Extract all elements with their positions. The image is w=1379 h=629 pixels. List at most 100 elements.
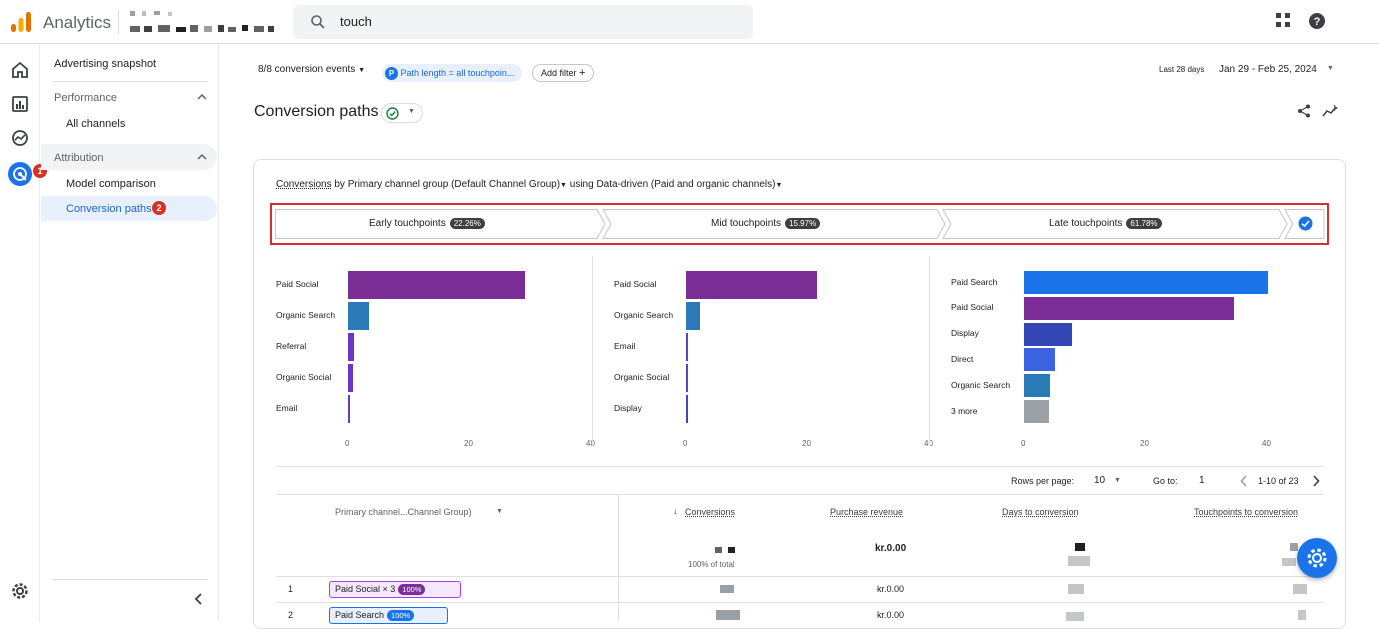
caret-down-icon[interactable]: ▼ [775,182,783,189]
help-icon[interactable]: ? [1308,12,1326,30]
date-range-picker[interactable]: Jan 29 - Feb 25, 2024 [1219,64,1317,75]
date-caret-icon[interactable]: ▼ [1327,65,1334,72]
bar-label: Paid Social [276,279,319,289]
table-top-rule [276,466,1324,467]
bar[interactable] [686,302,701,330]
bar-label: Email [614,341,636,351]
share-icon[interactable] [1297,104,1311,118]
nav-section-attribution[interactable]: Attribution [54,152,104,164]
left-rail: 1 [0,44,47,621]
bar[interactable] [1024,296,1235,320]
redacted-value [715,547,722,553]
path-chip: Paid Search 100% [329,607,448,624]
caret-down-icon[interactable]: ▼ [496,508,503,515]
tab-early-touchpoints[interactable]: Early touchpoints 22.26% [369,218,485,247]
chevron-up-icon[interactable] [197,153,207,161]
account-selector[interactable] [128,8,278,36]
collapse-chevron-icon[interactable] [194,593,204,605]
add-filter-label: Add filter [541,68,577,78]
reports-icon[interactable] [10,94,30,114]
nav-model-comparison[interactable]: Model comparison [66,178,156,190]
bar[interactable] [1024,348,1055,372]
conversion-events-label: 8/8 conversion events [258,64,356,75]
goto-input[interactable]: 1 [1199,475,1205,486]
table-header-rule [276,494,1324,495]
bar[interactable] [686,364,688,392]
conversion-events-dropdown[interactable]: 8/8 conversion events ▼ [258,64,365,75]
tab-mid-touchpoints[interactable]: Mid touchpoints 15.97% [711,218,821,247]
bar[interactable] [348,333,355,361]
redacted-value [1298,610,1306,620]
axis-tick: 0 [683,439,688,448]
dimension-selector[interactable]: by Primary channel group (Default Channe… [334,179,561,190]
path-label: Paid Search [335,610,385,620]
title-status-button[interactable]: ▼ [381,103,423,123]
bar[interactable] [348,364,353,392]
add-filter-button[interactable]: Add filter + [532,64,595,82]
dimension-column-header[interactable]: Primary channel...Channel Group) [335,507,472,517]
col-touchpoints-to-conversion[interactable]: Touchpoints to conversion [1194,507,1299,517]
caret-down-icon[interactable]: ▼ [1114,477,1121,484]
model-selector[interactable]: using Data-driven (Paid and organic chan… [569,179,776,190]
apps-grid-icon[interactable] [1275,12,1291,28]
explore-icon[interactable] [10,128,30,148]
chevron-up-icon[interactable] [197,93,207,101]
col-conversions[interactable]: Conversions [685,507,736,517]
bar[interactable] [1024,322,1072,346]
axis-tick: 0 [1021,439,1026,448]
touchpoints-highlight-box [270,203,1329,245]
prev-page-icon[interactable] [1240,475,1248,487]
bar-label: Organic Social [276,372,332,382]
bar[interactable] [686,395,688,423]
redacted-value [1290,543,1298,551]
row-rule [276,576,1324,577]
table-divider [618,495,619,621]
row-number: 2 [288,610,294,620]
svg-text:?: ? [1314,16,1321,28]
analytics-logo-icon[interactable] [10,11,32,33]
nav-all-channels[interactable]: All channels [66,118,126,130]
rows-per-page-select[interactable]: 10 [1094,475,1106,486]
bar-label: Organic Social [614,372,670,382]
page-title: Conversion paths [254,103,379,120]
bar[interactable] [1024,374,1051,398]
bar-label: Paid Social [951,302,994,313]
bar-label: Paid Social [614,279,657,289]
insights-icon[interactable] [1322,104,1338,118]
advertising-icon[interactable] [7,161,33,187]
search-input[interactable]: touch [340,14,372,29]
rows-per-page-label: Rows per page: [1011,476,1075,486]
bar-label: Email [276,403,298,413]
nav-conversion-paths[interactable]: Conversion paths [66,203,152,215]
selected-check-icon[interactable] [1298,216,1313,231]
bar[interactable] [348,302,370,330]
metric-selector[interactable]: Conversions [276,179,332,190]
path-chip: Paid Social × 3 100% [329,581,461,598]
assistant-fab[interactable] [1297,538,1337,578]
bar[interactable] [1024,271,1268,294]
bar[interactable] [1024,400,1049,423]
nav-section-performance[interactable]: Performance [54,92,117,104]
nav-advertising-snapshot[interactable]: Advertising snapshot [54,58,157,70]
redacted-value [1293,584,1307,594]
bar[interactable] [686,271,818,299]
col-purchase-revenue[interactable]: Purchase revenue [830,507,904,517]
col-days-to-conversion[interactable]: Days to conversion [1002,507,1079,517]
row-number: 1 [288,584,294,594]
bar[interactable] [686,333,688,361]
path-pct: 100% [398,584,426,595]
home-icon[interactable] [10,60,30,80]
bar-label: Organic Search [276,310,336,320]
path-length-chip[interactable]: P Path length = all touchpoin... [382,64,523,82]
next-page-icon[interactable] [1312,475,1320,487]
bar-label: Display [614,403,642,413]
path-label: Paid Social × 3 [335,584,396,594]
tab-late-touchpoints[interactable]: Late touchpoints 61.78% [1049,218,1162,247]
goto-label: Go to: [1153,476,1178,486]
settings-icon[interactable] [10,581,30,601]
bar[interactable] [348,395,350,423]
sort-down-icon[interactable]: ↓ [673,506,678,516]
caret-down-icon[interactable]: ▼ [560,182,567,189]
bar[interactable] [348,271,525,299]
search-bar[interactable]: touch [293,5,753,39]
